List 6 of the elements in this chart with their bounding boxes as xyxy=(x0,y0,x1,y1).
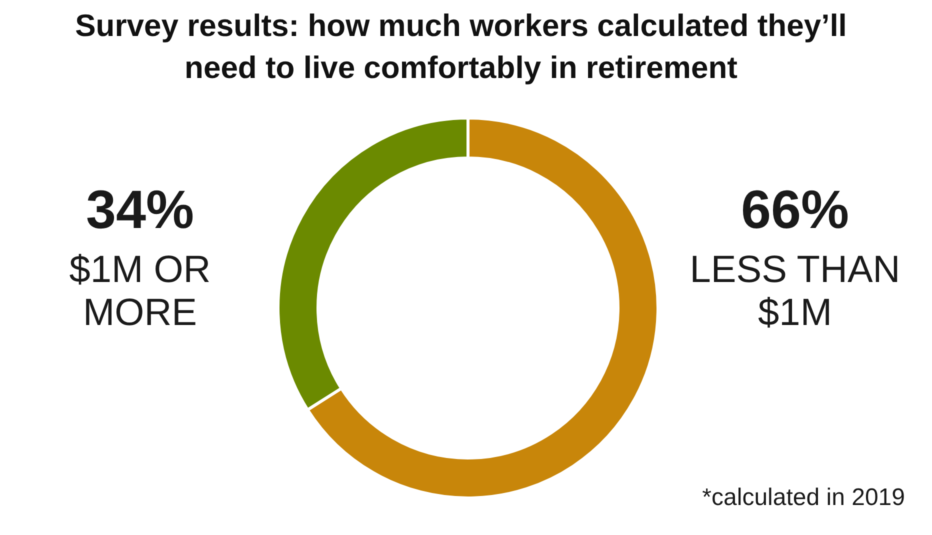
chart-title: Survey results: how much workers calculated they’ll need to live comfortably in retirement xyxy=(75,8,847,85)
slice-label: LESS THAN $1M xyxy=(690,249,900,334)
data-label: 66% xyxy=(740,180,850,240)
text: *calculated in 2019 xyxy=(702,484,905,511)
data-label: 34% xyxy=(86,180,194,240)
slice-label: $1M OR MORE xyxy=(69,249,211,334)
